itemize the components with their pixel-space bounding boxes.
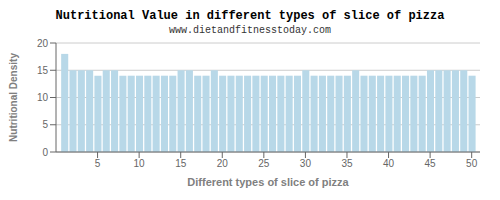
svg-text:15: 15: [175, 158, 187, 169]
svg-text:10: 10: [37, 92, 49, 103]
html-text:Nutritional Value in different: Nutritional Value in different types of …: [55, 9, 445, 23]
svg-text:20: 20: [37, 38, 49, 49]
svg-text:45: 45: [425, 158, 437, 169]
svg-text:0: 0: [42, 147, 48, 158]
svg-text:30: 30: [300, 158, 312, 169]
svg-text:20: 20: [217, 158, 229, 169]
svg-text:Nutritional Density: Nutritional Density: [8, 53, 19, 142]
svg-text:10: 10: [134, 158, 146, 169]
svg-text:5: 5: [42, 119, 48, 130]
svg-text:35: 35: [341, 158, 353, 169]
svg-text:25: 25: [258, 158, 270, 169]
svg-text:5: 5: [95, 158, 101, 169]
svg-text:15: 15: [37, 65, 49, 76]
svg-text:40: 40: [383, 158, 395, 169]
html-text:www.dietandfitnesstoday.com: www.dietandfitnesstoday.com: [169, 25, 331, 36]
svg-text:50: 50: [466, 158, 478, 169]
svg-text:Different types of slice of pi: Different types of slice of pizza: [187, 176, 349, 188]
